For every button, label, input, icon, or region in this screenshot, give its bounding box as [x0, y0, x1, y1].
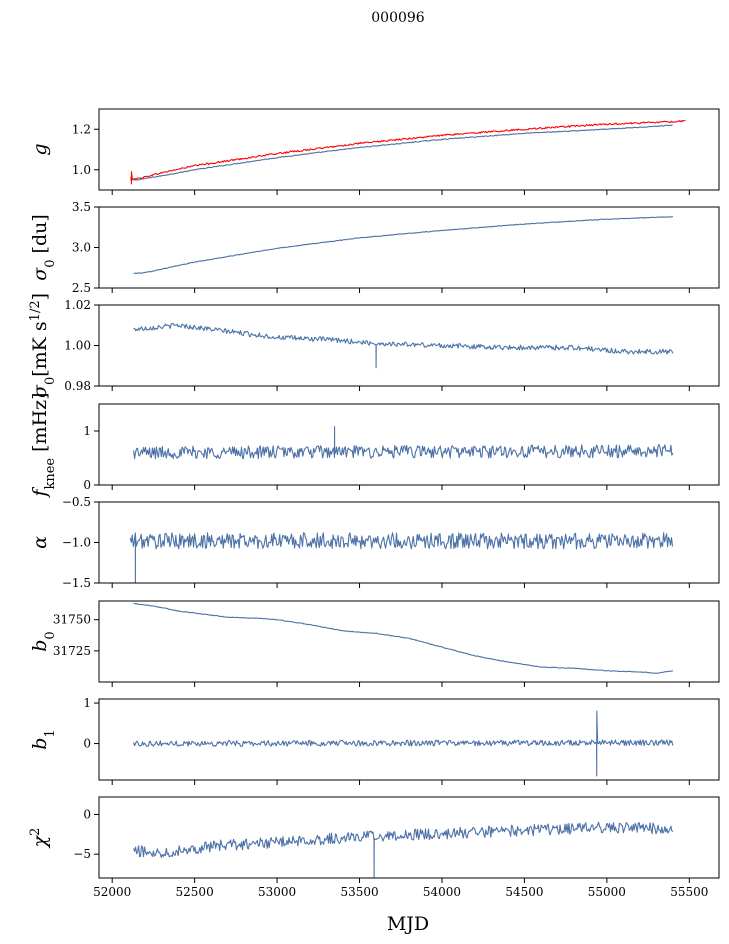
axes-frame: [98, 206, 720, 289]
series-line-sigma0: [133, 216, 674, 275]
y-tick-label: 0: [83, 737, 91, 751]
series-line-gain: [130, 124, 673, 181]
x-axis-label: MJD: [387, 913, 429, 935]
panel-1: 1.0 1.2 g: [29, 108, 720, 195]
panels: 1.0 1.2 g 2.5 3.0 3.5 σ0 [du] 0.98 1.00 1.02 σ0[mK…: [28, 108, 720, 899]
panel-8: −5 0 52000 52500 53000 53500 54000 54500 55000 55…: [28, 796, 720, 899]
series-line-b0: [133, 602, 674, 674]
y-tick-label: −1.0: [62, 536, 91, 550]
y-tick-label: −0.5: [62, 495, 91, 509]
axes-frame: [98, 698, 720, 781]
panel-5: −1.5 −1.0 −0.5 α: [29, 495, 720, 590]
axes-frame: [98, 501, 720, 584]
y-tick-label: 2.5: [72, 281, 91, 295]
series-line-fknee: [133, 426, 674, 460]
axes-frame: [98, 600, 720, 683]
panel-2: 2.5 3.0 3.5 σ0 [du]: [29, 200, 720, 295]
x-tick-label: 52000: [93, 885, 131, 899]
axes-frame: [98, 796, 720, 879]
axes-frame: [98, 108, 720, 191]
series-line-b1: [133, 710, 674, 777]
y-axis-label: σ0 [du]: [29, 214, 58, 281]
y-axis-label: g: [29, 143, 51, 155]
x-tick-label: 55000: [588, 885, 626, 899]
y-tick-label: 1.00: [64, 339, 91, 353]
y-tick-label: −1.5: [62, 576, 91, 590]
y-axis-label: σ0[mK s1/2]: [28, 293, 58, 398]
y-tick-label: 3.5: [72, 200, 91, 214]
y-tick-label: 0: [83, 807, 91, 821]
y-tick-label: 1.02: [64, 298, 91, 312]
series-line-sigma0-calibrated: [133, 323, 674, 369]
x-tick-label: 53500: [340, 885, 378, 899]
series-line-chi2: [133, 821, 674, 878]
x-tick-label: 55500: [670, 885, 708, 899]
panel-7: 0 1 b1: [29, 696, 720, 785]
y-tick-label: 0.98: [64, 379, 91, 393]
series-line-alpha: [129, 532, 674, 583]
y-tick-label: 3.0: [72, 241, 91, 255]
axes-frame: [98, 403, 720, 486]
y-tick-label: 1.0: [72, 163, 91, 177]
y-tick-label: 31750: [53, 613, 91, 627]
y-tick-label: 1: [83, 696, 91, 710]
y-axis-label: b0: [29, 631, 58, 651]
y-tick-label: 1: [83, 424, 91, 438]
y-axis-label: χ2: [28, 828, 52, 850]
panel-6: 31725 31750 b0: [29, 600, 720, 687]
x-tick-label: 54000: [423, 885, 461, 899]
series-line-gain-smoothed-: [130, 119, 686, 185]
y-tick-label: 1.2: [72, 122, 91, 136]
x-tick-label: 54500: [505, 885, 543, 899]
figure-title: 000096: [371, 10, 425, 26]
panel-3: 0.98 1.00 1.02 σ0[mK s1/2]: [28, 293, 720, 398]
y-tick-label: 0: [83, 478, 91, 492]
y-axis-label: fknee [mHz]: [29, 392, 58, 498]
panel-4: 0 1 fknee [mHz]: [29, 392, 720, 499]
x-tick-label: 52500: [176, 885, 214, 899]
y-axis-label: α: [29, 536, 51, 549]
y-tick-label: −5: [73, 847, 91, 861]
x-tick-label: 53000: [258, 885, 296, 899]
y-tick-label: 31725: [53, 644, 91, 658]
y-axis-label: b1: [29, 729, 58, 749]
